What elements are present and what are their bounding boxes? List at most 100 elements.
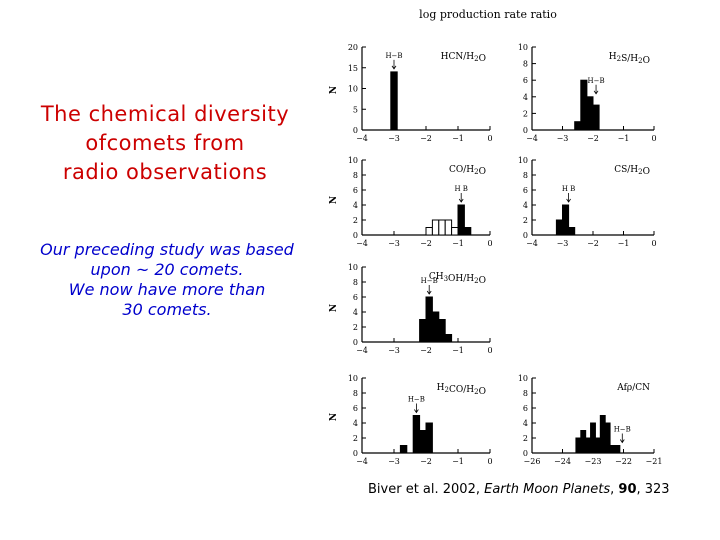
marker-label: H−B	[614, 426, 631, 434]
marker-label: H−B	[421, 277, 438, 285]
marker-arrowhead	[426, 290, 432, 295]
histogram-bar	[444, 219, 453, 236]
citation-authors: Biver et al. 2002,	[368, 482, 485, 497]
x-tick-label: −3	[557, 134, 569, 143]
panel-label: CS/H2O	[614, 165, 650, 177]
y-tick-label: 2	[523, 216, 528, 225]
panel-label: CH3OH/H2O	[429, 272, 486, 286]
x-tick-label: −3	[388, 346, 400, 355]
y-tick-label: 10	[348, 156, 358, 165]
x-tick-label: −2	[587, 239, 599, 248]
title-line: ofcomets from	[85, 131, 245, 155]
y-axis-label-n: N	[329, 413, 339, 421]
x-tick-label: 0	[487, 457, 492, 466]
y-tick-label: 5	[353, 105, 358, 114]
x-tick-label: 0	[487, 239, 492, 248]
x-tick-label: −3	[388, 134, 400, 143]
y-tick-label: 0	[523, 231, 528, 240]
x-tick-label: −2	[420, 346, 432, 355]
histogram-bar	[425, 296, 433, 343]
x-tick-label: −1	[452, 134, 464, 143]
y-tick-label: 6	[353, 404, 358, 413]
marker-arrowhead	[619, 439, 625, 444]
x-tick-label: −1	[452, 457, 464, 466]
histogram-bar	[614, 445, 621, 454]
y-tick-label: 8	[353, 389, 358, 398]
histogram-bar	[419, 430, 427, 454]
histogram-bar	[457, 204, 465, 236]
y-tick-label: 10	[348, 85, 358, 94]
histogram-bar	[562, 204, 570, 236]
y-tick-label: 2	[523, 434, 528, 443]
x-tick-label: −3	[557, 239, 569, 248]
histogram-panel: 0 2 4 6 8 10 −4 −3 −2 −1 0 H−B H2CO/H2O	[348, 374, 493, 466]
histogram-bar	[438, 319, 446, 343]
histogram-bar	[425, 422, 433, 454]
y-axis-label-n: N	[329, 196, 339, 204]
slide-title: The chemical diversity ofcomets from rad…	[20, 100, 310, 187]
y-tick-label: 6	[353, 186, 358, 195]
histogram-bar	[419, 319, 427, 343]
marker-label: H−B	[408, 396, 425, 404]
y-tick-label: 6	[523, 186, 528, 195]
histogram-bar	[574, 121, 582, 131]
marker-label: H−B	[385, 52, 402, 60]
y-tick-label: 2	[353, 323, 358, 332]
histogram-bar	[592, 104, 600, 131]
histogram-panel: 0 2 4 6 8 10 −4 −3 −2 −1 0 H B CS/H2O	[518, 156, 657, 248]
histogram-bar	[555, 219, 564, 236]
x-tick-label: −26	[524, 457, 541, 466]
histogram-panel: 0 2 4 6 8 10 −26 −24 −23 −22 −21 H−B Afρ/CN	[518, 374, 663, 466]
histogram-bar	[585, 437, 592, 454]
histogram-bar	[425, 227, 433, 236]
y-tick-label: 10	[518, 156, 528, 165]
panel-label: Afρ/CN	[616, 383, 650, 393]
x-tick-label: −4	[356, 134, 368, 143]
histogram-panel: 0 2 4 6 8 10 −4 −3 −2 −1 0 H B CO/H2O	[348, 156, 493, 248]
y-tick-label: 0	[353, 126, 358, 135]
histogram-bar	[604, 422, 611, 454]
x-tick-label: −22	[615, 457, 632, 466]
x-tick-label: −4	[526, 134, 538, 143]
histogram-bar	[580, 79, 588, 131]
y-tick-label: 4	[523, 93, 528, 102]
marker-arrowhead	[391, 65, 397, 70]
histogram-bar	[431, 219, 440, 236]
x-tick-label: −2	[420, 134, 432, 143]
x-tick-label: −4	[356, 457, 368, 466]
x-tick-label: −1	[618, 134, 630, 143]
histogram-bar	[594, 437, 601, 454]
y-tick-label: 6	[523, 404, 528, 413]
x-tick-label: 0	[487, 346, 492, 355]
y-tick-label: 6	[353, 293, 358, 302]
x-tick-label: −1	[618, 239, 630, 248]
histogram-bar	[586, 96, 594, 131]
citation-sep: ,	[610, 482, 619, 497]
histogram-panel: 0 2 4 6 8 10 −4 −3 −2 −1 0 H−B H2S/H2O	[518, 43, 657, 143]
marker-label: H B	[562, 185, 575, 193]
x-tick-label: −4	[356, 239, 368, 248]
panel-label: CO/H2O	[449, 165, 486, 177]
x-tick-label: 0	[487, 134, 492, 143]
y-tick-label: 10	[348, 374, 358, 383]
x-tick-label: −2	[420, 239, 432, 248]
y-tick-label: 2	[353, 216, 358, 225]
x-tick-label: 0	[651, 134, 656, 143]
marker-label: H−B	[587, 77, 604, 85]
histogram-bar	[568, 227, 576, 236]
y-tick-label: 10	[518, 43, 528, 52]
histogram-bar	[609, 445, 616, 454]
histogram-bar	[431, 311, 440, 343]
study-note: Our preceding study was based upon ~ 20 …	[22, 240, 312, 320]
note-line: Our preceding study was based	[40, 240, 294, 259]
x-tick-label: −2	[587, 134, 599, 143]
citation: Biver et al. 2002, Earth Moon Planets, 9…	[368, 482, 670, 497]
x-tick-label: −23	[585, 457, 602, 466]
title-line: The chemical diversity	[40, 102, 290, 126]
y-tick-label: 0	[353, 449, 358, 458]
y-tick-label: 4	[523, 201, 528, 210]
y-tick-label: 2	[523, 109, 528, 118]
panel-label: HCN/H2O	[441, 52, 486, 64]
